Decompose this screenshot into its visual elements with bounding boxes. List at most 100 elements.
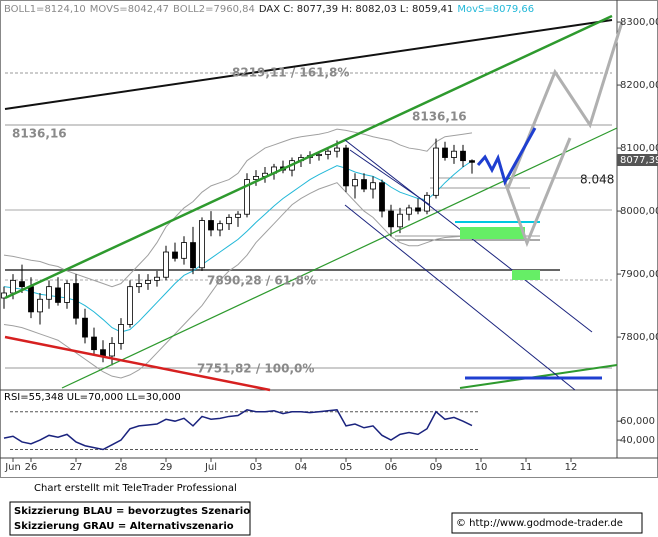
candle-body — [172, 251, 178, 259]
candle-body — [10, 279, 16, 294]
header-item: MOVS=8042,47 — [90, 4, 169, 15]
x-tick-label: 12 — [565, 462, 578, 473]
candle-body — [208, 220, 214, 231]
trend-line — [344, 204, 576, 391]
target-zone — [512, 270, 540, 280]
rsi-label: RSI=55,348 UL=70,000 LL=30,000 — [4, 392, 181, 403]
target-zone — [460, 227, 525, 239]
x-tick-label: 29 — [160, 462, 173, 473]
header-item: MovS=8079,66 — [457, 4, 534, 15]
indicator-line — [3, 182, 473, 379]
candle-body — [235, 213, 241, 218]
price-tag-label: 8077,39 — [620, 155, 658, 166]
candle-body — [127, 286, 133, 325]
candle-body — [136, 283, 142, 288]
candle-body — [199, 220, 205, 269]
legend-entry: Skizzierung BLAU = bevorzugtes Szenario — [14, 506, 250, 517]
header: BOLL1=8124,10 MOVS=8042,47 BOLL2=7960,84 DA… — [4, 4, 534, 15]
y-tick-label: 8000,00 — [620, 206, 658, 217]
x-tick-label: 05 — [340, 462, 353, 473]
x-tick-label: 11 — [520, 462, 533, 473]
candle-body — [244, 179, 250, 215]
trend-line — [4, 19, 613, 110]
candle-body — [451, 150, 457, 158]
candle-body — [181, 242, 187, 259]
candle-body — [370, 182, 376, 190]
candle-body — [397, 213, 403, 228]
candle-body — [154, 276, 160, 281]
trend-line — [4, 14, 613, 300]
y-tick-label: 8300,00 — [620, 17, 658, 28]
candle-body — [109, 342, 115, 357]
candle-body — [28, 286, 34, 313]
candle-body — [55, 287, 61, 303]
y2-tick-label: 40,000 — [620, 435, 655, 446]
candle-body — [442, 147, 448, 158]
x-tick-label: 06 — [385, 462, 398, 473]
source-box[interactable] — [451, 512, 643, 534]
candle-body — [82, 317, 88, 338]
x-tick-label: 04 — [295, 462, 308, 473]
y-tick-label: 8100,00 — [620, 143, 658, 154]
grid — [10, 21, 621, 462]
candle-body — [163, 251, 169, 278]
candle-body — [145, 279, 151, 284]
trend-line — [349, 149, 431, 206]
candle-body — [64, 283, 70, 303]
candle-body — [73, 283, 79, 319]
legend-entry: Skizzierung GRAU = Alternativszenario — [14, 521, 234, 532]
trend-line — [4, 335, 271, 392]
annotation: 8.048 — [580, 173, 614, 187]
legend-box — [9, 501, 251, 536]
candle-body — [388, 210, 394, 228]
candle-body — [253, 176, 259, 180]
y-tick-label: 7800,00 — [620, 332, 658, 343]
grey-scenario — [506, 21, 624, 189]
candle-body — [19, 281, 25, 288]
candle-body — [325, 150, 331, 155]
rsi-line — [3, 409, 473, 451]
x-tick-label: 09 — [430, 462, 443, 473]
candle-body — [406, 207, 412, 215]
candle-body — [469, 160, 475, 163]
candle-body — [118, 324, 124, 344]
x-tick-label: Jun — [4, 462, 21, 473]
x-tick-label: 03 — [250, 462, 263, 473]
candle-body — [334, 147, 340, 152]
indicator-line — [3, 128, 473, 288]
candle-body — [37, 298, 43, 313]
candle-body — [433, 147, 439, 196]
candle-body — [46, 286, 52, 300]
candle-body — [379, 182, 385, 212]
header-item: BOLL2=7960,84 — [173, 4, 255, 15]
source-link[interactable]: © http://www.godmode-trader.de — [456, 518, 623, 529]
candle-body — [343, 147, 349, 187]
candle-body — [316, 153, 322, 157]
annotation: 8136,16 — [412, 110, 467, 124]
price-tag — [617, 154, 658, 166]
header-item: DAX C: 8077,39 H: 8082,03 L: 8059,41 — [259, 4, 454, 15]
header-item: BOLL1=8124,10 — [4, 4, 86, 15]
x-tick-label: 28 — [115, 462, 128, 473]
blue-scenario — [476, 127, 537, 186]
candle-body — [1, 292, 7, 299]
annotation: 8219,11 / 161,8% — [232, 66, 349, 80]
x-tick-label: 26 — [25, 462, 38, 473]
plot — [1, 128, 475, 451]
annotation: 8136,16 — [12, 127, 67, 141]
annotation: 7890,28 / 61,8% — [207, 274, 316, 288]
x-tick-label: 27 — [70, 462, 83, 473]
candle-body — [217, 223, 223, 231]
trend-line — [61, 127, 618, 389]
annotation: 7751,82 / 100,0% — [197, 362, 314, 376]
candle-body — [361, 179, 367, 190]
footer: Chart erstellt mit TeleTrader Profession… — [34, 483, 237, 494]
candle-body — [352, 179, 358, 187]
y-tick-label: 8200,00 — [620, 80, 658, 91]
candle-body — [190, 242, 196, 269]
y-tick-label: 7900,00 — [620, 269, 658, 280]
indicator-line — [3, 160, 473, 333]
x-tick-label: Jul — [204, 462, 217, 473]
candle-body — [226, 216, 232, 225]
